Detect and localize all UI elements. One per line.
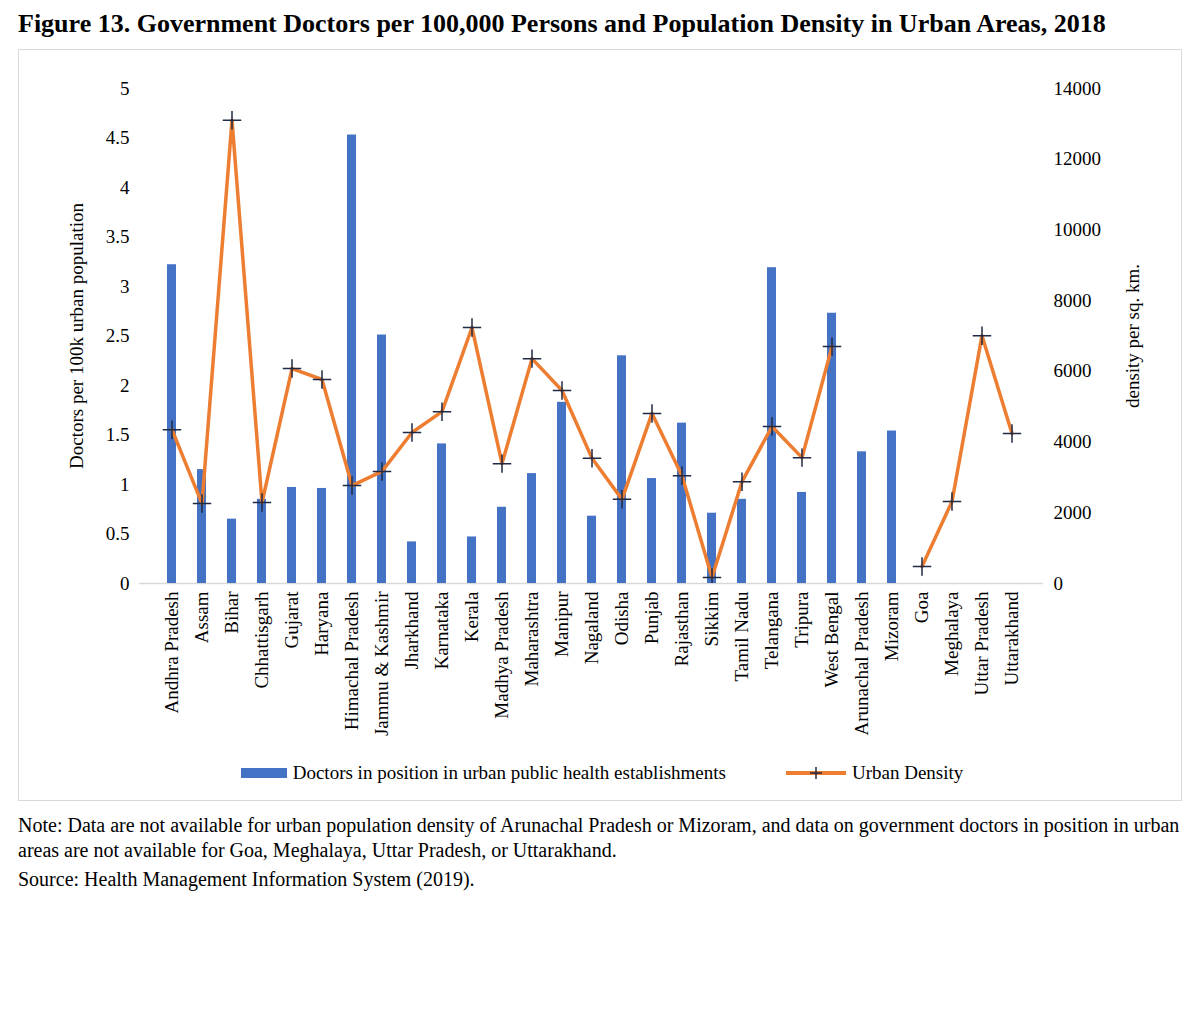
svg-text:Doctors per 100k urban populat: Doctors per 100k urban population (66, 203, 87, 469)
svg-text:Gujarat: Gujarat (281, 591, 302, 649)
svg-text:Jharkhand: Jharkhand (401, 591, 422, 670)
svg-text:3: 3 (120, 276, 130, 297)
svg-text:0.5: 0.5 (106, 523, 130, 544)
svg-text:1.5: 1.5 (106, 424, 130, 445)
svg-text:West Bengal: West Bengal (821, 592, 842, 688)
svg-text:Uttar Pradesh: Uttar Pradesh (971, 591, 992, 695)
html-text:Urban Density: Urban Density (852, 762, 964, 783)
svg-text:0: 0 (120, 573, 130, 594)
html-text:Source: Health Management Info: Source: Health Management Information Sy… (18, 868, 475, 890)
svg-text:Kerala: Kerala (461, 591, 482, 642)
svg-text:14000: 14000 (1054, 78, 1102, 99)
svg-text:density per sq. km.: density per sq. km. (1122, 264, 1143, 408)
svg-text:6000: 6000 (1054, 360, 1092, 381)
svg-text:10000: 10000 (1054, 219, 1102, 240)
svg-text:Meghalaya: Meghalaya (941, 591, 962, 676)
svg-text:Karnataka: Karnataka (431, 591, 452, 670)
html-text:Figure 13. Government Doctors: Figure 13. Government Doctors per 100,00… (18, 9, 1106, 38)
svg-text:4: 4 (120, 177, 130, 198)
svg-text:Manipur: Manipur (551, 591, 572, 657)
svg-text:3.5: 3.5 (106, 226, 130, 247)
svg-text:Punjab: Punjab (641, 592, 662, 645)
svg-text:Himachal Pradesh: Himachal Pradesh (341, 591, 362, 730)
svg-text:0: 0 (1054, 573, 1064, 594)
svg-text:Uttarakhand: Uttarakhand (1001, 591, 1022, 685)
svg-text:Rajasthan: Rajasthan (671, 591, 692, 666)
svg-text:Chhattisgarh: Chhattisgarh (251, 591, 272, 689)
svg-text:2.5: 2.5 (106, 325, 130, 346)
svg-text:4.5: 4.5 (106, 127, 130, 148)
svg-text:2: 2 (120, 375, 130, 396)
svg-text:Tripura: Tripura (791, 591, 812, 648)
svg-text:Nagaland: Nagaland (581, 591, 602, 664)
svg-text:Tamil Nadu: Tamil Nadu (731, 591, 752, 681)
svg-text:2000: 2000 (1054, 502, 1092, 523)
svg-text:Odisha: Odisha (611, 591, 632, 645)
html-text:Doctors in position in urban p: Doctors in position in urban public heal… (292, 762, 726, 783)
svg-text:Maharashtra: Maharashtra (521, 591, 542, 687)
svg-text:Goa: Goa (911, 591, 932, 623)
html-text:Note: Data are not available f: Note: Data are not available for urban p… (18, 814, 1180, 861)
svg-text:1: 1 (120, 474, 130, 495)
svg-text:Sikkim: Sikkim (701, 591, 722, 646)
svg-text:Arunachal Pradesh: Arunachal Pradesh (851, 591, 872, 736)
svg-text:Jammu & Kashmir: Jammu & Kashmir (371, 591, 392, 736)
svg-text:5: 5 (120, 78, 130, 99)
svg-text:4000: 4000 (1054, 431, 1092, 452)
svg-text:Bihar: Bihar (221, 591, 242, 634)
svg-text:12000: 12000 (1054, 148, 1102, 169)
svg-text:8000: 8000 (1054, 290, 1092, 311)
svg-text:Haryana: Haryana (311, 591, 332, 656)
svg-text:Telangana: Telangana (761, 591, 782, 669)
svg-text:Assam: Assam (191, 591, 212, 643)
svg-text:Mizoram: Mizoram (881, 591, 902, 661)
svg-text:Andhra Pradesh: Andhra Pradesh (161, 591, 182, 713)
svg-text:Madhya Pradesh: Madhya Pradesh (491, 591, 512, 719)
